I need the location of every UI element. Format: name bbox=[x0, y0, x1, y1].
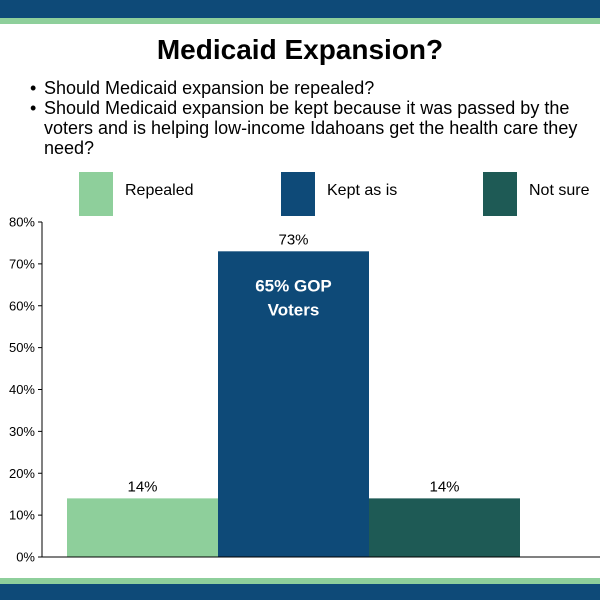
legend-label-not-sure: Not sure bbox=[529, 182, 590, 199]
legend-item-kept: Kept as is bbox=[281, 172, 397, 216]
bottom-band bbox=[0, 584, 600, 600]
bar-2 bbox=[369, 498, 520, 557]
y-tick-label: 0% bbox=[16, 550, 35, 565]
bottom-stripe bbox=[0, 578, 600, 584]
top-band bbox=[0, 0, 600, 18]
bar-annotation-line-1: Voters bbox=[268, 300, 320, 319]
bullet-text: Should Medicaid expansion be repealed? bbox=[44, 78, 375, 98]
y-tick-label: 20% bbox=[9, 466, 35, 481]
bullet-text: Should Medicaid expansion be kept becaus… bbox=[44, 98, 578, 158]
legend-label-repealed: Repealed bbox=[125, 182, 194, 199]
bar-0 bbox=[67, 498, 218, 557]
legend-swatch-not-sure bbox=[483, 172, 517, 216]
legend-swatch-kept bbox=[281, 172, 315, 216]
top-stripe bbox=[0, 18, 600, 24]
legend-label-kept: Kept as is bbox=[327, 182, 398, 199]
bullet-item-kept: • Should Medicaid expansion be kept beca… bbox=[30, 98, 600, 158]
y-tick-label: 60% bbox=[9, 298, 35, 313]
value-label-2: 14% bbox=[429, 478, 459, 495]
legend-swatch-repealed bbox=[79, 172, 113, 216]
chart-title: Medicaid Expansion? bbox=[156, 34, 444, 65]
y-tick-label: 30% bbox=[9, 424, 35, 439]
y-tick-label: 80% bbox=[9, 215, 35, 230]
y-tick-label: 10% bbox=[9, 508, 35, 523]
bullet-dot: • bbox=[30, 98, 37, 118]
bullet-dot: • bbox=[30, 78, 37, 98]
y-tick-label: 50% bbox=[9, 340, 35, 355]
legend-item-not-sure: Not sure bbox=[483, 172, 589, 216]
bar-annotation-line-0: 65% GOP bbox=[255, 276, 332, 295]
bar-1 bbox=[218, 251, 369, 557]
y-tick-label: 40% bbox=[9, 382, 35, 397]
value-label-0: 14% bbox=[127, 478, 157, 495]
legend-item-repealed: Repealed bbox=[79, 172, 194, 216]
bullet-list: • Should Medicaid expansion be repealed?… bbox=[30, 78, 600, 158]
y-tick-label: 70% bbox=[9, 256, 35, 271]
value-label-1: 73% bbox=[278, 231, 308, 248]
bullet-item-repeal: • Should Medicaid expansion be repealed? bbox=[30, 78, 600, 98]
